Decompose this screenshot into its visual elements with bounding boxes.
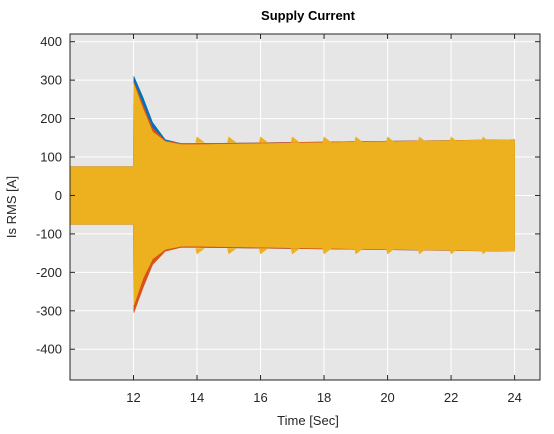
current-spike-upper — [481, 136, 491, 143]
current-spike-lower — [258, 248, 269, 255]
y-tick-label: 100 — [40, 150, 62, 165]
current-spike-upper — [385, 136, 396, 143]
x-tick-label: 20 — [380, 390, 394, 405]
y-tick-label: -300 — [36, 303, 62, 318]
current-spike-lower — [322, 248, 332, 255]
plot-frame — [69, 33, 541, 381]
current-spike-upper — [322, 136, 332, 143]
current-spike-lower — [354, 248, 364, 255]
data-series — [69, 76, 515, 313]
current-spike-upper — [258, 136, 269, 143]
y-tick-label: -100 — [36, 226, 62, 241]
x-tick-label: 24 — [507, 390, 521, 405]
axis-ticks: 12 14 16 18 20 22 24 400 300 200 100 0 -100 -200 -300 -… — [36, 34, 540, 405]
y-tick-label: 400 — [40, 34, 62, 49]
x-tick-label: 14 — [190, 390, 204, 405]
current-spike-lower — [481, 248, 491, 255]
current-spike-upper — [354, 136, 364, 143]
y-tick-label: -200 — [36, 265, 62, 280]
x-tick-label: 18 — [317, 390, 331, 405]
x-tick-label: 16 — [253, 390, 267, 405]
current-spike-upper — [417, 136, 428, 143]
chart-title: Supply Current — [261, 8, 356, 23]
y-tick-label: 300 — [40, 73, 62, 88]
y-tick-label: 0 — [55, 188, 62, 203]
current-spike-lower — [385, 248, 396, 255]
x-tick-label: 22 — [444, 390, 458, 405]
current-spike-lower — [195, 248, 205, 255]
y-tick-label: -400 — [36, 342, 62, 357]
current-spike-lower — [417, 248, 428, 255]
y-tick-label: 200 — [40, 111, 62, 126]
x-tick-label: 12 — [126, 390, 140, 405]
current-spike-upper — [227, 136, 237, 143]
current-spike-lower — [290, 248, 301, 255]
current-spike-upper — [449, 136, 459, 143]
current-spike-upper — [195, 136, 205, 143]
y-axis-label: Is RMS [A] — [4, 176, 19, 238]
series-3-band — [69, 83, 515, 306]
current-spike-lower — [227, 248, 237, 255]
current-spike-upper — [290, 136, 301, 143]
x-axis-label: Time [Sec] — [277, 413, 339, 428]
current-spike-lower — [449, 248, 459, 255]
